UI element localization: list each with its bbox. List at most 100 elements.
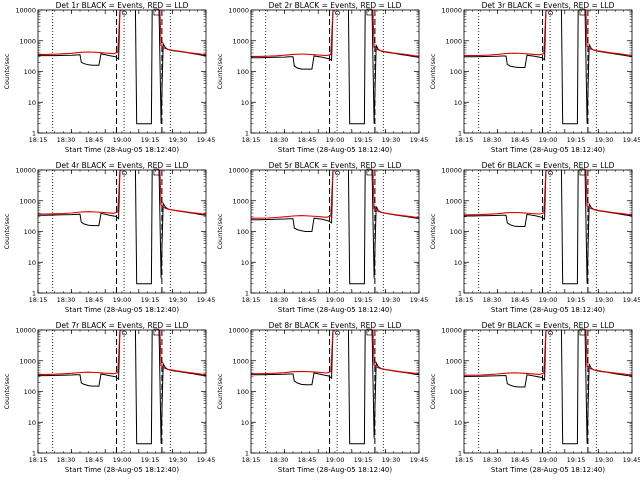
series-line-events — [464, 330, 632, 445]
y-tick-label: 10 — [454, 99, 462, 107]
peak-marker — [579, 168, 586, 176]
chart-title: Det 8r BLACK = Events, RED = LLD — [269, 321, 402, 330]
plot-frame — [463, 169, 633, 294]
y-axis-label: Counts/sec — [429, 53, 437, 89]
x-axis-label: Start Time (28-Aug-05 18:12:40) — [491, 466, 605, 474]
y-tick-label: 10000 — [228, 167, 249, 175]
x-tick-label: 18:30 — [57, 136, 76, 144]
x-tick-label: 18:45 — [85, 456, 104, 464]
x-tick-label: 19:30 — [382, 456, 401, 464]
x-tick-label: 19:45 — [410, 456, 429, 464]
y-axis-label: Counts/sec — [216, 213, 224, 249]
plot-frame — [37, 9, 207, 134]
chart-title: Det 5r BLACK = Events, RED = LLD — [269, 161, 402, 170]
x-tick-label: 19:15 — [141, 296, 160, 304]
plot-frame — [463, 9, 633, 134]
series-line-lld — [38, 170, 206, 215]
y-axis-label: Counts/sec — [429, 373, 437, 409]
peak-marker — [122, 330, 127, 336]
y-tick-label: 1000 — [19, 197, 36, 205]
x-tick-label: 19:00 — [539, 136, 558, 144]
y-tick-label: 10000 — [228, 327, 249, 335]
chart-title: Det 2r BLACK = Events, RED = LLD — [269, 1, 402, 10]
x-tick-label: 19:30 — [169, 456, 188, 464]
chart-panel-8: Det 8r BLACK = Events, RED = LLD Counts/s… — [216, 321, 428, 474]
x-tick-label: 18:30 — [483, 296, 502, 304]
plot-frame — [250, 9, 420, 134]
peak-marker — [153, 8, 160, 16]
y-tick-label: 10 — [241, 419, 249, 427]
y-axis-label: Counts/sec — [3, 213, 11, 249]
y-tick-label: 1000 — [232, 37, 249, 45]
peak-marker — [548, 170, 553, 176]
plot-frame — [250, 169, 420, 294]
y-tick-label: 1 — [245, 450, 249, 458]
chart-panel-5: Det 5r BLACK = Events, RED = LLD Counts/s… — [216, 161, 428, 314]
x-tick-label: 18:45 — [511, 136, 530, 144]
y-tick-label: 100 — [237, 228, 249, 236]
x-tick-label: 19:15 — [567, 296, 586, 304]
y-tick-label: 100 — [450, 68, 462, 76]
plot-frame — [37, 329, 207, 454]
x-tick-label: 18:30 — [483, 136, 502, 144]
x-tick-label: 19:00 — [539, 456, 558, 464]
y-axis-label: Counts/sec — [216, 373, 224, 409]
series-line-events — [38, 330, 206, 445]
y-tick-label: 10000 — [15, 7, 36, 15]
chart-title: Det 4r BLACK = Events, RED = LLD — [56, 161, 189, 170]
y-axis-label: Counts/sec — [3, 53, 11, 89]
y-tick-label: 10 — [28, 259, 36, 267]
y-tick-label: 10 — [28, 99, 36, 107]
x-tick-label: 19:30 — [595, 456, 614, 464]
chart-title: Det 3r BLACK = Events, RED = LLD — [482, 1, 615, 10]
chart-title: Det 7r BLACK = Events, RED = LLD — [56, 321, 189, 330]
x-tick-label: 19:00 — [113, 456, 132, 464]
y-tick-label: 1000 — [19, 357, 36, 365]
x-tick-label: 18:15 — [455, 296, 474, 304]
peak-marker — [548, 10, 553, 16]
x-tick-label: 19:00 — [113, 136, 132, 144]
x-tick-label: 18:45 — [298, 296, 317, 304]
x-tick-label: 19:45 — [197, 456, 216, 464]
x-tick-label: 19:15 — [141, 456, 160, 464]
x-tick-label: 19:00 — [326, 296, 345, 304]
x-tick-label: 19:45 — [623, 456, 640, 464]
y-tick-label: 1 — [32, 290, 36, 298]
series-line-events — [464, 10, 632, 125]
series-line-lld — [38, 10, 206, 55]
x-axis-label: Start Time (28-Aug-05 18:12:40) — [278, 146, 392, 154]
series-line-lld — [464, 170, 632, 216]
y-tick-label: 10 — [241, 259, 249, 267]
x-tick-label: 19:00 — [326, 136, 345, 144]
chart-title: Det 1r BLACK = Events, RED = LLD — [56, 1, 189, 10]
y-tick-label: 100 — [24, 388, 36, 396]
x-tick-label: 19:30 — [595, 136, 614, 144]
y-axis-label: Counts/sec — [429, 213, 437, 249]
y-tick-label: 100 — [450, 228, 462, 236]
x-tick-label: 18:15 — [29, 456, 48, 464]
x-tick-label: 18:15 — [29, 296, 48, 304]
x-tick-label: 18:30 — [270, 456, 289, 464]
peak-marker — [335, 10, 340, 16]
x-tick-label: 18:15 — [242, 296, 261, 304]
chart-panel-2: Det 2r BLACK = Events, RED = LLD Counts/s… — [216, 1, 428, 154]
y-tick-label: 1000 — [445, 357, 462, 365]
y-tick-label: 1000 — [445, 197, 462, 205]
y-tick-label: 1000 — [19, 37, 36, 45]
plot-frame — [250, 329, 420, 454]
x-tick-label: 18:45 — [85, 136, 104, 144]
series-line-events — [251, 170, 419, 285]
x-tick-label: 18:30 — [57, 296, 76, 304]
x-tick-label: 19:15 — [567, 136, 586, 144]
y-tick-label: 100 — [24, 68, 36, 76]
x-tick-label: 18:15 — [242, 136, 261, 144]
peak-marker — [579, 328, 586, 336]
series-line-events — [464, 170, 632, 285]
chart-title: Det 9r BLACK = Events, RED = LLD — [482, 321, 615, 330]
peak-marker — [366, 328, 373, 336]
y-tick-label: 1 — [32, 450, 36, 458]
x-tick-label: 19:45 — [410, 136, 429, 144]
series-line-lld — [464, 330, 632, 376]
